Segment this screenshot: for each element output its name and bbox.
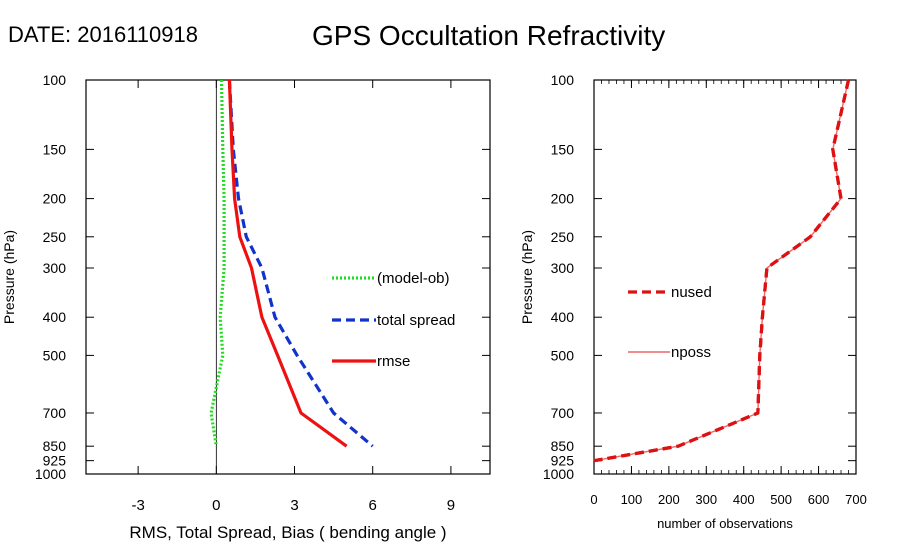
- y-tick-label: 250: [551, 229, 575, 245]
- legend-label: nused: [671, 284, 712, 301]
- y-tick-label: 925: [43, 453, 67, 469]
- series-line-nposs: [593, 79, 850, 462]
- y-tick-label: 700: [551, 405, 575, 421]
- y-tick-label: 150: [43, 141, 67, 157]
- legend-label: (model-ob): [377, 270, 450, 287]
- y-tick-label: 100: [43, 72, 67, 88]
- x-tick-label: 300: [695, 492, 717, 507]
- x-tick-label: 500: [770, 492, 792, 507]
- x-tick-label: 0: [590, 492, 597, 507]
- series-line-totalspread: [227, 79, 374, 448]
- y-tick-label: 500: [551, 347, 575, 363]
- legend-label: rmse: [377, 353, 410, 370]
- date-label: DATE: 2016110918: [8, 22, 198, 47]
- y-axis-label: Pressure (hPa): [519, 230, 535, 324]
- y-tick-label: 300: [43, 260, 67, 276]
- x-tick-label: 9: [447, 497, 455, 514]
- y-tick-label: 700: [43, 405, 67, 421]
- y-tick-label: 500: [43, 347, 67, 363]
- y-tick-label: 300: [551, 260, 575, 276]
- y-tick-label: 200: [43, 191, 67, 207]
- plot-frame: [593, 79, 857, 475]
- y-tick-label: 400: [551, 309, 575, 325]
- y-tick-label: 850: [43, 438, 67, 454]
- legend-label: nposs: [671, 344, 711, 361]
- chart-title: GPS Occultation Refractivity: [312, 20, 666, 51]
- y-tick-label: 150: [551, 141, 575, 157]
- x-tick-label: -3: [131, 497, 144, 514]
- y-tick-label: 100: [551, 72, 575, 88]
- series-line-rmse: [227, 79, 348, 448]
- plot-frame: [85, 79, 491, 475]
- x-tick-label: 700: [845, 492, 867, 507]
- x-tick-label: 400: [733, 492, 755, 507]
- y-tick-label: 925: [551, 453, 575, 469]
- x-tick-label: 0: [212, 497, 220, 514]
- x-axis-label: number of observations: [657, 516, 793, 531]
- y-tick-label: 400: [43, 309, 67, 325]
- legend-label: total spread: [377, 312, 455, 329]
- x-tick-label: 600: [808, 492, 830, 507]
- x-axis-label: RMS, Total Spread, Bias ( bending angle …: [129, 523, 446, 542]
- y-tick-label: 850: [551, 438, 575, 454]
- series-line-modelob: [209, 79, 226, 447]
- series-line-nused-overlay: [593, 79, 851, 463]
- series-line-nused: [593, 79, 851, 463]
- x-tick-label: 3: [290, 497, 298, 514]
- y-tick-label: 250: [43, 229, 67, 245]
- y-tick-label: 1000: [35, 466, 66, 482]
- y-tick-label: 200: [551, 191, 575, 207]
- y-tick-label: 1000: [543, 466, 574, 482]
- x-tick-label: 100: [621, 492, 643, 507]
- x-tick-label: 200: [658, 492, 680, 507]
- y-axis-label: Pressure (hPa): [1, 230, 17, 324]
- x-tick-label: 6: [369, 497, 377, 514]
